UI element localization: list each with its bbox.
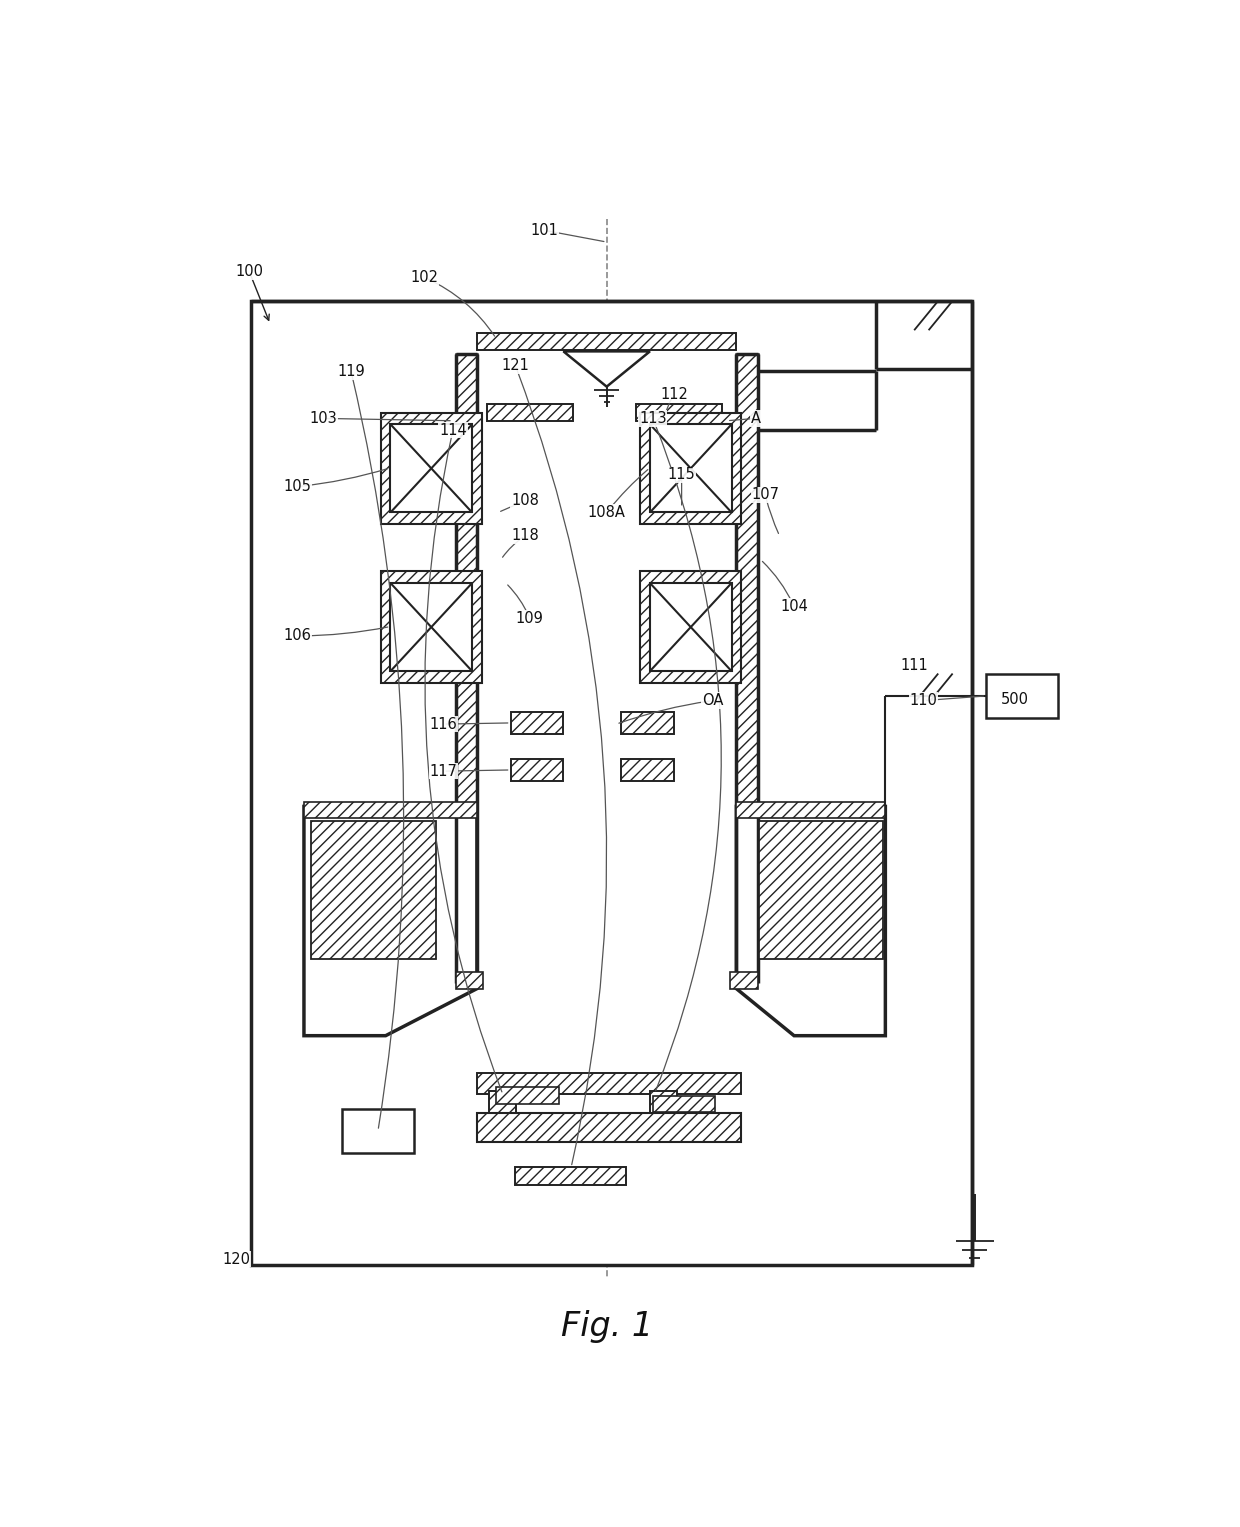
Bar bbox=[456, 973, 484, 988]
Text: 100: 100 bbox=[236, 264, 263, 279]
Bar bbox=[490, 1090, 516, 1115]
Text: 111: 111 bbox=[900, 658, 928, 673]
Bar bbox=[621, 712, 675, 733]
Bar bbox=[640, 412, 742, 524]
Bar bbox=[621, 759, 675, 780]
Text: 105: 105 bbox=[283, 479, 311, 495]
Bar bbox=[640, 571, 742, 683]
Bar bbox=[477, 1073, 742, 1095]
Bar bbox=[511, 759, 563, 780]
Text: 112: 112 bbox=[660, 388, 688, 403]
Polygon shape bbox=[304, 806, 477, 1035]
Bar bbox=[381, 571, 481, 683]
Text: 108A: 108A bbox=[588, 505, 626, 521]
Text: 108: 108 bbox=[511, 493, 539, 508]
Text: Fig. 1: Fig. 1 bbox=[560, 1310, 652, 1342]
Polygon shape bbox=[737, 806, 885, 1035]
Text: 120: 120 bbox=[223, 1252, 250, 1266]
Bar bbox=[342, 1109, 414, 1153]
Text: 113: 113 bbox=[639, 411, 667, 426]
Bar bbox=[986, 673, 1058, 718]
Bar bbox=[650, 583, 732, 672]
Text: 103: 103 bbox=[309, 411, 337, 426]
Text: 116: 116 bbox=[429, 716, 458, 731]
Text: OA: OA bbox=[702, 693, 723, 709]
Bar bbox=[737, 354, 758, 983]
Text: 500: 500 bbox=[1001, 692, 1029, 707]
Text: 107: 107 bbox=[751, 487, 779, 502]
Bar bbox=[730, 973, 758, 988]
Text: 109: 109 bbox=[516, 611, 543, 626]
Bar bbox=[456, 354, 477, 983]
Bar bbox=[650, 425, 732, 513]
Text: 119: 119 bbox=[337, 363, 365, 379]
Text: 115: 115 bbox=[668, 467, 696, 483]
Text: 104: 104 bbox=[780, 599, 808, 614]
Text: 121: 121 bbox=[501, 357, 529, 373]
Bar bbox=[311, 820, 435, 959]
Text: 118: 118 bbox=[511, 528, 539, 544]
Bar bbox=[516, 1167, 626, 1185]
Bar bbox=[391, 583, 472, 672]
Text: 117: 117 bbox=[429, 764, 458, 779]
Text: 110: 110 bbox=[910, 693, 937, 709]
Text: A: A bbox=[750, 411, 760, 426]
Bar bbox=[304, 802, 477, 818]
Bar bbox=[737, 802, 885, 818]
Bar bbox=[652, 1096, 715, 1112]
Bar bbox=[496, 1087, 558, 1104]
Bar bbox=[511, 712, 563, 733]
Text: 101: 101 bbox=[531, 223, 558, 238]
Bar bbox=[391, 425, 472, 513]
Text: 102: 102 bbox=[410, 270, 438, 286]
Bar bbox=[381, 412, 481, 524]
Bar bbox=[759, 820, 883, 959]
Bar bbox=[477, 1113, 742, 1142]
Text: 114: 114 bbox=[439, 423, 466, 438]
Bar bbox=[486, 405, 573, 421]
Bar bbox=[650, 1090, 677, 1115]
Polygon shape bbox=[563, 351, 650, 386]
Bar bbox=[250, 301, 972, 1264]
Bar bbox=[477, 333, 737, 350]
Bar bbox=[635, 405, 722, 421]
Text: 106: 106 bbox=[283, 629, 311, 643]
